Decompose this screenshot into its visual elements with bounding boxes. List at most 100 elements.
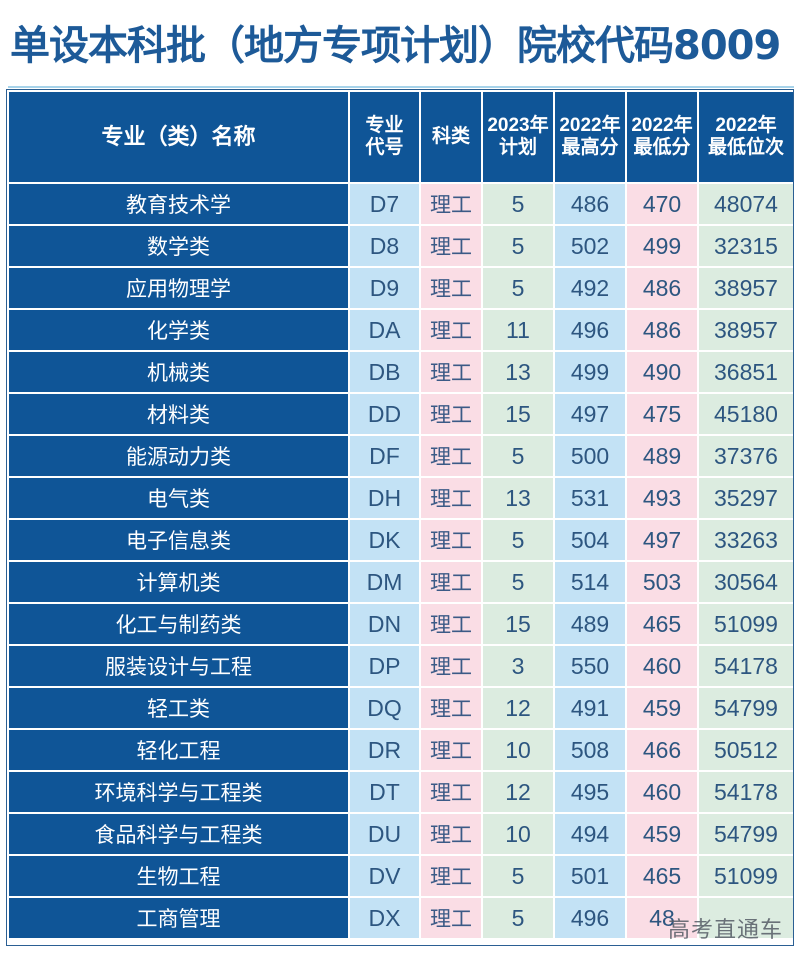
cell-min-score-2022: 503 xyxy=(627,562,697,602)
cell-plan-2023: 10 xyxy=(483,730,553,770)
cell-plan-2023: 13 xyxy=(483,352,553,392)
table-row: 教育技术学 D7 理工 5 486 470 48074 xyxy=(9,184,793,224)
table-row: 工商管理 DX 理工 5 496 48 xyxy=(9,898,793,938)
watermark: 高考直通车 xyxy=(668,918,784,943)
cell-max-score-2022: 496 xyxy=(555,310,625,350)
cell-major-code: DH xyxy=(350,478,419,518)
table-row: 电气类 DH 理工 13 531 493 35297 xyxy=(9,478,793,518)
cell-major-code: DK xyxy=(350,520,419,560)
cell-plan-2023: 5 xyxy=(483,184,553,224)
cell-plan-2023: 3 xyxy=(483,646,553,686)
table-row: 机械类 DB 理工 13 499 490 36851 xyxy=(9,352,793,392)
cell-subject-type: 理工 xyxy=(421,352,481,392)
cell-subject-type: 理工 xyxy=(421,226,481,266)
table-row: 化工与制药类 DN 理工 15 489 465 51099 xyxy=(9,604,793,644)
cell-subject-type: 理工 xyxy=(421,478,481,518)
cell-subject-type: 理工 xyxy=(421,394,481,434)
cell-major-code: DA xyxy=(350,310,419,350)
cell-subject-type: 理工 xyxy=(421,646,481,686)
table-row: 轻化工程 DR 理工 10 508 466 50512 xyxy=(9,730,793,770)
table-row: 电子信息类 DK 理工 5 504 497 33263 xyxy=(9,520,793,560)
admission-table-container: 专业（类）名称 专业 代号 科类 2023年 计划 2022年 最高分 2022年 最低… xyxy=(6,89,794,946)
cell-plan-2023: 10 xyxy=(483,814,553,854)
cell-min-score-2022: 490 xyxy=(627,352,697,392)
cell-max-score-2022: 495 xyxy=(555,772,625,812)
header-2022-min-line1: 2022年 xyxy=(631,115,693,136)
cell-min-rank-2022: 45180 xyxy=(699,394,793,434)
cell-subject-type: 理工 xyxy=(421,436,481,476)
header-2022-min-rank: 2022年 最低位次 xyxy=(699,92,793,182)
cell-major-name: 教育技术学 xyxy=(9,184,348,224)
header-2022-max-score: 2022年 最高分 xyxy=(555,92,625,182)
cell-major-code: DV xyxy=(350,856,419,896)
cell-plan-2023: 12 xyxy=(483,688,553,728)
cell-major-name: 电气类 xyxy=(9,478,348,518)
cell-min-rank-2022: 30564 xyxy=(699,562,793,602)
cell-major-code: DX xyxy=(350,898,419,938)
cell-min-rank-2022 xyxy=(699,898,793,938)
cell-plan-2023: 5 xyxy=(483,856,553,896)
cell-subject-type: 理工 xyxy=(421,520,481,560)
cell-min-rank-2022: 37376 xyxy=(699,436,793,476)
cell-min-rank-2022: 36851 xyxy=(699,352,793,392)
cell-major-name: 轻工类 xyxy=(9,688,348,728)
cell-min-rank-2022: 35297 xyxy=(699,478,793,518)
cell-min-score-2022: 486 xyxy=(627,268,697,308)
cell-subject-type: 理工 xyxy=(421,772,481,812)
cell-min-rank-2022: 38957 xyxy=(699,268,793,308)
cell-min-score-2022: 459 xyxy=(627,688,697,728)
cell-plan-2023: 5 xyxy=(483,562,553,602)
cell-max-score-2022: 500 xyxy=(555,436,625,476)
cell-max-score-2022: 497 xyxy=(555,394,625,434)
cell-major-name: 机械类 xyxy=(9,352,348,392)
cell-major-code: DD xyxy=(350,394,419,434)
cell-major-code: DR xyxy=(350,730,419,770)
table-row: 材料类 DD 理工 15 497 475 45180 xyxy=(9,394,793,434)
cell-major-code: DF xyxy=(350,436,419,476)
cell-subject-type: 理工 xyxy=(421,856,481,896)
cell-major-name: 食品科学与工程类 xyxy=(9,814,348,854)
table-row: 轻工类 DQ 理工 12 491 459 54799 xyxy=(9,688,793,728)
cell-min-score-2022: 460 xyxy=(627,772,697,812)
header-2022-min-line2: 最低分 xyxy=(633,137,691,158)
cell-major-code: DQ xyxy=(350,688,419,728)
cell-min-score-2022: 475 xyxy=(627,394,697,434)
cell-plan-2023: 12 xyxy=(483,772,553,812)
cell-plan-2023: 15 xyxy=(483,394,553,434)
cell-major-code: D8 xyxy=(350,226,419,266)
cell-min-rank-2022: 51099 xyxy=(699,856,793,896)
cell-plan-2023: 13 xyxy=(483,478,553,518)
title-divider xyxy=(8,86,794,88)
cell-max-score-2022: 514 xyxy=(555,562,625,602)
cell-major-code: DB xyxy=(350,352,419,392)
header-2022-rank-line1: 2022年 xyxy=(715,115,777,136)
cell-max-score-2022: 501 xyxy=(555,856,625,896)
table-row: 食品科学与工程类 DU 理工 10 494 459 54799 xyxy=(9,814,793,854)
cell-min-score-2022: 486 xyxy=(627,310,697,350)
header-2022-min-score: 2022年 最低分 xyxy=(627,92,697,182)
cell-min-rank-2022: 54799 xyxy=(699,814,793,854)
cell-max-score-2022: 508 xyxy=(555,730,625,770)
cell-major-name: 材料类 xyxy=(9,394,348,434)
cell-major-name: 应用物理学 xyxy=(9,268,348,308)
cell-major-code: DT xyxy=(350,772,419,812)
cell-max-score-2022: 491 xyxy=(555,688,625,728)
cell-min-score-2022: 48 xyxy=(627,898,697,938)
cell-max-score-2022: 504 xyxy=(555,520,625,560)
page-title: 单设本科批（地方专项计划）院校代码8009 xyxy=(10,23,781,69)
header-2022-max-line1: 2022年 xyxy=(559,115,621,136)
cell-min-score-2022: 466 xyxy=(627,730,697,770)
header-2022-rank-line2: 最低位次 xyxy=(707,137,784,158)
cell-major-name: 化工与制药类 xyxy=(9,604,348,644)
cell-subject-type: 理工 xyxy=(421,814,481,854)
cell-major-code: DU xyxy=(350,814,419,854)
cell-plan-2023: 5 xyxy=(483,436,553,476)
cell-major-name: 计算机类 xyxy=(9,562,348,602)
header-2023-plan-line2: 计划 xyxy=(498,137,537,158)
cell-max-score-2022: 499 xyxy=(555,352,625,392)
cell-major-name: 电子信息类 xyxy=(9,520,348,560)
table-row: 生物工程 DV 理工 5 501 465 51099 xyxy=(9,856,793,896)
cell-min-score-2022: 497 xyxy=(627,520,697,560)
cell-subject-type: 理工 xyxy=(421,268,481,308)
cell-max-score-2022: 502 xyxy=(555,226,625,266)
